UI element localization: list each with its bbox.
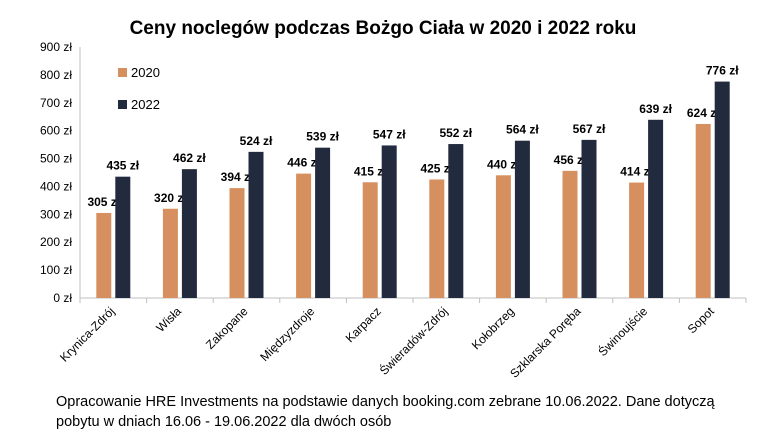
- legend-label-2020: 2020: [131, 64, 160, 80]
- data-label-2020: 414 zł: [620, 165, 653, 179]
- data-label-2022: 524 zł: [240, 134, 273, 148]
- x-tick-label: Międzyzdroje: [257, 304, 317, 364]
- data-label-2020: 415 zł: [354, 164, 387, 178]
- data-label-2020: 624 zł: [687, 106, 720, 120]
- data-label-2022: 547 zł: [373, 127, 406, 141]
- bar-2020: [296, 173, 312, 298]
- x-tick-label: Wisła: [153, 304, 184, 335]
- data-label-2020: 446 zł: [287, 156, 320, 170]
- footnote: Opracowanie HRE Investments na podstawie…: [56, 392, 756, 432]
- y-tick-label: 700 zł: [40, 96, 72, 110]
- bar-2022: [648, 119, 664, 298]
- data-label-2022: 462 zł: [173, 151, 206, 165]
- x-tick-label: Świeradów-Zdrój: [376, 304, 450, 378]
- y-tick-label: 100 zł: [40, 263, 72, 277]
- y-tick-label: 900 zł: [40, 40, 72, 54]
- bar-2020: [429, 179, 445, 298]
- bar-2020: [96, 212, 112, 298]
- bar-2020: [162, 208, 178, 298]
- bar-2022: [181, 169, 197, 298]
- bar-2020: [495, 175, 511, 298]
- x-tick-label: Karpacz: [343, 304, 384, 345]
- data-label-2022: 552 zł: [439, 126, 472, 140]
- legend-swatch-2020: [118, 67, 127, 77]
- legend-item-2020: 2020: [118, 56, 160, 88]
- legend-item-2022: 2022: [118, 88, 160, 120]
- data-label-2022: 567 zł: [573, 122, 606, 136]
- y-tick-label: 0 zł: [53, 291, 72, 305]
- y-tick-label: 500 zł: [40, 152, 72, 166]
- data-label-2022: 435 zł: [106, 159, 139, 173]
- legend: 2020 2022: [118, 56, 160, 120]
- y-tick-label: 400 zł: [40, 179, 72, 193]
- y-tick-label: 800 zł: [40, 68, 72, 82]
- bar-2022: [714, 81, 730, 299]
- legend-label-2022: 2022: [131, 96, 160, 112]
- data-label-2020: 394 zł: [221, 170, 254, 184]
- data-label-2022: 564 zł: [506, 123, 539, 137]
- bar-2022: [581, 139, 597, 298]
- bar-2022: [448, 144, 464, 298]
- bar-2020: [362, 182, 378, 298]
- bar-2022: [115, 176, 131, 298]
- bar-2022: [315, 147, 331, 298]
- footnote-line-1: Opracowanie HRE Investments na podstawie…: [56, 394, 715, 410]
- data-label-2020: 320 zł: [154, 191, 187, 205]
- data-label-2022: 776 zł: [706, 64, 739, 78]
- data-label-2020: 425 zł: [420, 161, 453, 175]
- bar-2020: [695, 123, 711, 299]
- x-tick-label: Krynica-Zdrój: [57, 304, 117, 364]
- chart-title: Ceny noclegów podczas Bożgo Ciała w 2020…: [129, 18, 637, 39]
- bar-2020: [229, 188, 245, 298]
- x-tick-label: Kołobrzeg: [469, 304, 517, 352]
- y-tick-label: 600 zł: [40, 124, 72, 138]
- bar-2020: [562, 170, 578, 298]
- x-tick-label: Świnoujście: [595, 303, 651, 359]
- bar-2022: [248, 151, 264, 298]
- bar-2022: [381, 145, 397, 298]
- x-tick-label: Szklarska Poręba: [507, 304, 584, 381]
- bar-2022: [514, 140, 530, 298]
- footnote-line-2: pobytu w dniach 16.06 - 19.06.2022 dla d…: [56, 414, 392, 430]
- data-label-2020: 456 zł: [554, 153, 587, 167]
- data-label-2022: 539 zł: [306, 130, 339, 144]
- data-label-2020: 440 zł: [487, 157, 520, 171]
- data-label-2020: 305 zł: [87, 195, 120, 209]
- y-tick-label: 200 zł: [40, 235, 72, 249]
- data-label-2022: 639 zł: [639, 102, 672, 116]
- legend-swatch-2022: [118, 99, 127, 109]
- x-tick-label: Sopot: [685, 304, 718, 337]
- y-tick-label: 300 zł: [40, 207, 72, 221]
- x-tick-label: Zakopane: [203, 304, 251, 352]
- bar-2020: [629, 182, 645, 298]
